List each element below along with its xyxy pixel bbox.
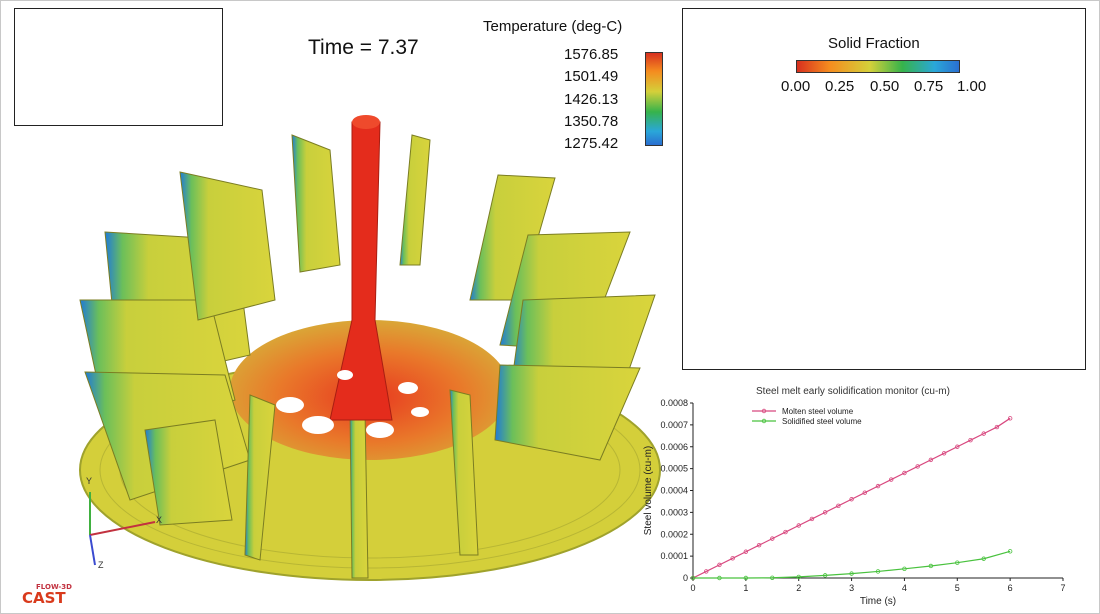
temperature-tick: 1576.85 bbox=[564, 46, 619, 63]
chart-point bbox=[809, 516, 815, 522]
temperature-tick: 1426.13 bbox=[564, 91, 619, 108]
chart-point bbox=[796, 574, 801, 580]
chart-x-tick-label: 4 bbox=[902, 583, 907, 593]
temperature-tick: 1350.78 bbox=[564, 113, 619, 130]
chart-y-tick-label: 0.0007 bbox=[660, 420, 688, 430]
chart-x-label: Time (s) bbox=[860, 596, 896, 607]
chart-point bbox=[955, 444, 960, 449]
chart-point bbox=[928, 457, 934, 463]
solid-fraction-tick: 0.25 bbox=[825, 78, 855, 95]
chart-x-tick-label: 0 bbox=[690, 583, 695, 593]
solid-fraction-tick: 0.75 bbox=[914, 78, 944, 95]
solid-fraction-title: Solid Fraction bbox=[828, 35, 920, 52]
temperature-tick: 1501.49 bbox=[564, 68, 619, 85]
chart-y-tick-label: 0.0008 bbox=[660, 398, 688, 408]
chart-point bbox=[743, 575, 749, 581]
chart-y-tick-label: 0.0001 bbox=[660, 551, 688, 561]
chart-point bbox=[770, 575, 775, 580]
axis-z-label: Z bbox=[98, 560, 104, 570]
solid-fraction-tick: 0.50 bbox=[870, 78, 900, 95]
chart-x-tick-label: 1 bbox=[743, 583, 748, 593]
chart-y-label: Steel volume (cu-m) bbox=[643, 446, 654, 535]
chart-series-line bbox=[692, 417, 1011, 579]
axis-y-label: Y bbox=[86, 476, 93, 486]
temperature-colorbar bbox=[645, 52, 663, 146]
chart-point bbox=[756, 542, 762, 548]
chart-point bbox=[902, 566, 907, 572]
geometry-inset bbox=[14, 8, 223, 126]
chart-point bbox=[955, 560, 960, 565]
chart-legend-marker bbox=[761, 418, 767, 424]
chart-point bbox=[730, 556, 735, 561]
solid-fraction-colorbar bbox=[796, 60, 960, 73]
chart-point bbox=[941, 451, 947, 456]
chart-legend-label: Solidified steel volume bbox=[782, 417, 862, 426]
chart-x-tick-label: 5 bbox=[955, 583, 960, 593]
chart-point bbox=[889, 477, 894, 482]
chart-point bbox=[704, 569, 709, 574]
chart-y-tick-label: 0.0006 bbox=[660, 442, 688, 452]
chart-point bbox=[717, 562, 722, 568]
chart-series-line bbox=[693, 550, 1011, 579]
chart-point bbox=[1007, 416, 1013, 421]
chart-point bbox=[822, 510, 828, 515]
chart-point bbox=[875, 483, 881, 489]
chart-legend-marker bbox=[761, 408, 767, 414]
sprue bbox=[329, 115, 393, 421]
chart-point bbox=[981, 431, 986, 436]
chart-point bbox=[862, 490, 867, 495]
chart-x-tick-label: 2 bbox=[796, 583, 801, 593]
chart-point bbox=[1007, 549, 1013, 554]
chart-point bbox=[928, 563, 934, 569]
chart-point bbox=[783, 529, 788, 535]
axes-triad bbox=[89, 492, 156, 566]
time-label: Time = 7.37 bbox=[308, 36, 419, 59]
chart-point bbox=[836, 503, 841, 509]
temperature-tick: 1275.42 bbox=[564, 135, 619, 152]
chart-point bbox=[994, 424, 1000, 430]
chart-point bbox=[981, 556, 986, 561]
chart-x-tick-label: 7 bbox=[1060, 583, 1065, 593]
chart-y-tick-label: 0 bbox=[683, 573, 688, 583]
impeller-blades bbox=[79, 134, 656, 579]
chart-y-tick-label: 0.0005 bbox=[660, 464, 688, 474]
chart-point bbox=[770, 536, 775, 541]
chart-point bbox=[915, 464, 920, 469]
chart-point bbox=[968, 437, 973, 443]
chart-title: Steel melt early solidification monitor … bbox=[756, 386, 950, 397]
melt-voids bbox=[276, 370, 429, 438]
solid-fraction-tick: 1.00 bbox=[957, 78, 987, 95]
chart-legend-label: Molten steel volume bbox=[782, 407, 854, 416]
chart-point bbox=[822, 573, 828, 578]
chart-point bbox=[849, 571, 854, 576]
chart-point bbox=[717, 575, 722, 581]
chart-y-tick-label: 0.0004 bbox=[660, 486, 688, 496]
temperature-legend-title: Temperature (deg-C) bbox=[483, 18, 623, 35]
chart-y-tick-label: 0.0002 bbox=[660, 529, 688, 539]
chart-point bbox=[796, 523, 801, 528]
solid-fraction-tick: 0.00 bbox=[781, 78, 811, 95]
chart-y-tick-label: 0.0003 bbox=[660, 507, 688, 517]
chart-point bbox=[875, 569, 881, 574]
chart-point bbox=[902, 470, 907, 476]
axis-x-label: X bbox=[156, 515, 163, 525]
flow3d-cast-logo: FLOW-3D CAST bbox=[22, 583, 72, 607]
chart-point bbox=[743, 549, 749, 554]
chart-point bbox=[690, 575, 696, 581]
chart-point bbox=[849, 497, 854, 502]
chart-x-tick-label: 6 bbox=[1008, 583, 1013, 593]
chart-x-tick-label: 3 bbox=[849, 583, 854, 593]
